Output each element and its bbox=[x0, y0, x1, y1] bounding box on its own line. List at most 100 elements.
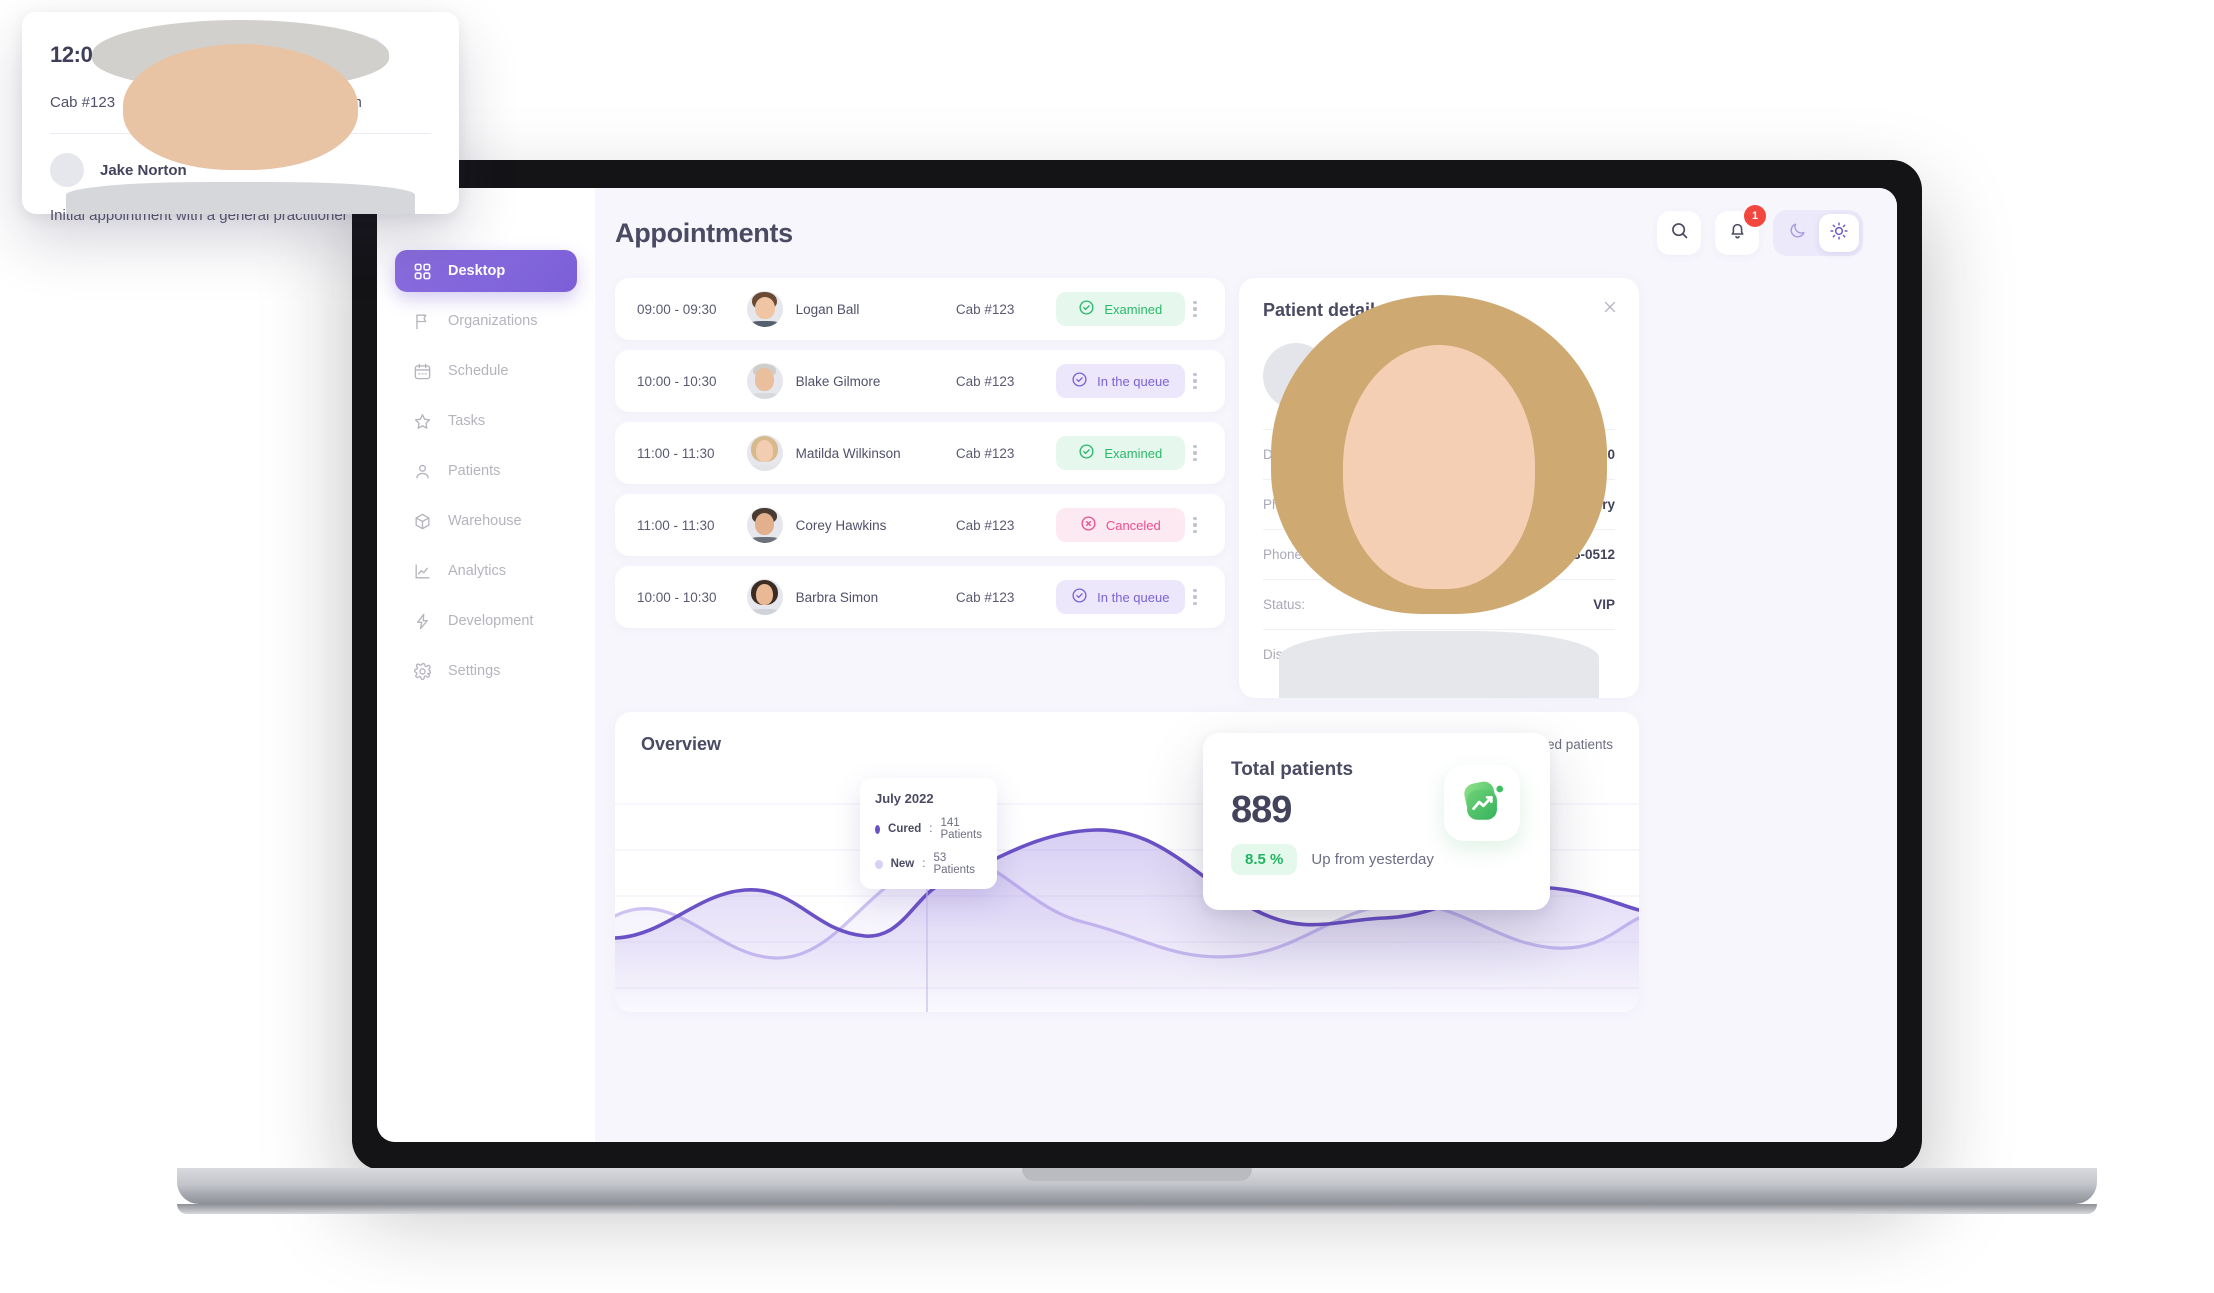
chart-line-icon bbox=[413, 562, 432, 581]
sidebar-item-analytics[interactable]: Analytics bbox=[395, 550, 577, 592]
gear-icon bbox=[413, 662, 432, 681]
bolt-icon bbox=[413, 612, 432, 631]
tooltip-value-new: 53 Patients bbox=[933, 852, 976, 876]
tooltip-dot-new bbox=[875, 859, 883, 869]
patient-name: Corey Hawkins bbox=[795, 517, 887, 533]
series-area-cured bbox=[615, 829, 1639, 1012]
appointment-cab: Cab #123 bbox=[955, 517, 1015, 533]
sidebar-item-label: Warehouse bbox=[448, 513, 522, 529]
chart-plot-area: July 2022 Cured: 141 Patients New: bbox=[615, 778, 1639, 1012]
detail-value: VIP bbox=[1593, 597, 1615, 612]
total-patients-card: Total patients 889 8.5 % Up from yesterd… bbox=[1203, 733, 1550, 910]
laptop-notch bbox=[1022, 1168, 1252, 1181]
sidebar-item-development[interactable]: Development bbox=[395, 600, 577, 642]
avatar bbox=[746, 579, 783, 615]
appointments-column: 09:00 - 09:30 bbox=[615, 278, 1225, 698]
popup-patient: Jake Norton bbox=[50, 20, 431, 214]
laptop-foot bbox=[177, 1204, 2097, 1214]
appointment-cab: Cab #123 bbox=[955, 373, 1015, 389]
chart-tooltip: July 2022 Cured: 141 Patients New: bbox=[860, 778, 997, 889]
sun-icon bbox=[1829, 221, 1849, 246]
table-row[interactable]: 10:00 - 10:30 bbox=[615, 350, 1225, 412]
trend-up-icon bbox=[1444, 765, 1520, 841]
notifications-button[interactable]: 1 bbox=[1715, 205, 1766, 255]
appointment-time: 09:00 - 09:30 bbox=[637, 301, 717, 317]
appointment-patient: Matilda Wilkinson bbox=[746, 435, 956, 471]
sidebar-item-settings[interactable]: Settings bbox=[395, 650, 577, 692]
patient-details-panel: Patient details bbox=[1239, 278, 1639, 698]
sidebar-item-label: Analytics bbox=[448, 563, 507, 579]
laptop-body: Desktop Organizations bbox=[352, 160, 1922, 1170]
box-icon bbox=[413, 512, 432, 531]
check-circle-icon bbox=[1078, 299, 1095, 319]
status-label: In the queue bbox=[1097, 589, 1170, 605]
page-title: Appointments bbox=[615, 217, 793, 248]
check-circle-icon bbox=[1078, 443, 1095, 463]
patient-name: Matilda Wilkinson bbox=[795, 445, 901, 461]
percent-caption: Up from yesterday bbox=[1311, 851, 1434, 868]
sidebar-item-warehouse[interactable]: Warehouse bbox=[395, 500, 577, 542]
tooltip-value-cured: 141 Patients bbox=[940, 817, 983, 841]
avatar bbox=[746, 507, 783, 543]
content-columns: 09:00 - 09:30 bbox=[595, 278, 1869, 698]
theme-option-light[interactable] bbox=[1819, 214, 1859, 252]
topbar: Appointments bbox=[595, 188, 1869, 278]
avatar bbox=[746, 435, 783, 471]
theme-toggle[interactable] bbox=[1773, 210, 1863, 256]
patient-name: Logan Ball bbox=[795, 301, 860, 317]
appointment-patient: Blake Gilmore bbox=[746, 363, 956, 399]
appointment-time: 11:00 - 11:30 bbox=[637, 517, 715, 533]
calendar-icon bbox=[413, 362, 432, 381]
tooltip-row-new: New: 53 Patients bbox=[875, 852, 982, 876]
row-menu-button[interactable] bbox=[1185, 444, 1205, 462]
appointment-cab: Cab #123 bbox=[50, 94, 116, 111]
main-content: Appointments bbox=[595, 188, 1897, 1142]
appointment-popup-card: 12:00 - 12:30 Confirmation required Cab … bbox=[22, 12, 459, 224]
appointment-cab: Cab #123 bbox=[955, 589, 1015, 605]
theme-option-dark[interactable] bbox=[1777, 214, 1817, 252]
tooltip-title: July 2022 bbox=[875, 791, 934, 806]
appointment-time: 11:00 - 11:30 bbox=[637, 445, 715, 461]
appointment-patient: Barbra Simon bbox=[746, 579, 956, 615]
sidebar-item-label: Desktop bbox=[448, 263, 506, 279]
status-badge: Examined bbox=[1055, 436, 1186, 470]
area-chart-svg bbox=[615, 803, 1639, 1012]
sidebar-item-tasks[interactable]: Tasks bbox=[395, 400, 577, 442]
sidebar: Desktop Organizations bbox=[377, 188, 595, 1142]
status-label: In the queue bbox=[1097, 373, 1170, 389]
appointment-time: 10:00 - 10:30 bbox=[637, 589, 717, 605]
tooltip-row-cured: Cured: 141 Patients bbox=[875, 817, 982, 841]
sidebar-item-desktop[interactable]: Desktop bbox=[395, 250, 577, 292]
sidebar-item-patients[interactable]: Patients bbox=[395, 450, 577, 492]
check-circle-icon bbox=[1071, 371, 1088, 391]
laptop-mockup: Desktop Organizations bbox=[177, 160, 2097, 1230]
row-menu-button[interactable] bbox=[1185, 516, 1205, 534]
sidebar-item-label: Tasks bbox=[448, 413, 486, 429]
row-menu-button[interactable] bbox=[1185, 588, 1205, 606]
table-row[interactable]: 09:00 - 09:30 bbox=[615, 278, 1225, 340]
row-menu-button[interactable] bbox=[1185, 372, 1205, 390]
avatar bbox=[50, 20, 416, 214]
sidebar-item-label: Organizations bbox=[448, 313, 538, 329]
tooltip-dot-cured bbox=[875, 824, 881, 834]
avatar bbox=[1263, 294, 1607, 698]
table-row[interactable]: 11:00 - 11:30 bbox=[615, 494, 1225, 556]
percent-badge: 8.5 % bbox=[1231, 844, 1298, 875]
sidebar-item-schedule[interactable]: Schedule bbox=[395, 350, 577, 392]
status-label: Canceled bbox=[1105, 517, 1161, 533]
patient-name: Barbra Simon bbox=[795, 589, 879, 605]
patient-name: Blake Gilmore bbox=[795, 373, 881, 389]
row-menu-button[interactable] bbox=[1185, 300, 1205, 318]
panel-title: Patient details bbox=[1263, 300, 1386, 320]
close-icon[interactable] bbox=[1601, 298, 1619, 316]
sidebar-item-label: Development bbox=[448, 613, 534, 629]
sidebar-item-organizations[interactable]: Organizations bbox=[395, 300, 577, 342]
patient-identity: Matilda Wilkinson St Audrey's Close, New… bbox=[1263, 294, 1615, 698]
table-row[interactable]: 10:00 - 10:30 bbox=[615, 566, 1225, 628]
appointment-patient: Logan Ball bbox=[746, 291, 956, 327]
close-circle-icon bbox=[1080, 515, 1097, 535]
appointment-cab: Cab #123 bbox=[955, 445, 1015, 461]
table-row[interactable]: 11:00 - 11:30 bbox=[615, 422, 1225, 484]
search-button[interactable] bbox=[1657, 211, 1701, 255]
